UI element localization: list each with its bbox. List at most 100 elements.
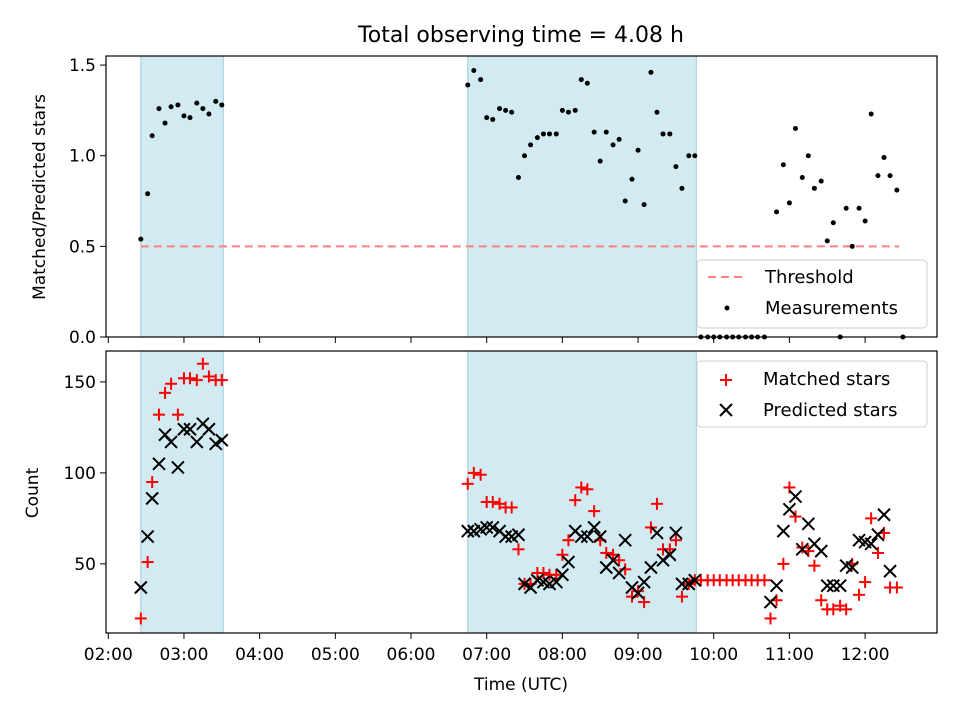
predicted-star-point	[682, 577, 696, 591]
measurement-point	[145, 191, 151, 197]
measurement-point	[616, 136, 622, 142]
measurement-point	[194, 100, 200, 106]
measurement-point	[591, 129, 597, 135]
measurement-point	[465, 82, 471, 88]
x-tick-label: 04:00	[235, 645, 284, 665]
x-tick-label: 06:00	[387, 645, 436, 665]
measurement-point	[692, 153, 698, 159]
matched-star-point	[152, 408, 165, 421]
measurement-point	[540, 131, 546, 137]
measurement-point	[149, 133, 155, 139]
measurement-point	[503, 107, 509, 113]
bottom-x-axis-ticks: 02:00 03:00 04:00 05:00 06:00 07:00 08:00 09:00…	[84, 633, 890, 665]
matched-star-point	[815, 594, 828, 607]
matched-star-point	[607, 548, 620, 561]
measurement-point	[818, 178, 824, 184]
observing-window-1	[140, 350, 224, 634]
measurement-point	[478, 77, 484, 83]
measurement-point	[856, 205, 862, 211]
measurement-point	[654, 109, 660, 115]
predicted-star-point	[637, 575, 651, 589]
measurement-point	[686, 153, 692, 159]
matched-star-point	[613, 554, 626, 567]
measurement-point	[515, 174, 521, 180]
matched-star-point	[808, 559, 821, 572]
y-tick-label: 50	[74, 555, 96, 575]
matched-star-point	[865, 512, 878, 525]
matched-star-point	[569, 494, 582, 507]
matched-star-point	[202, 370, 215, 383]
measurement-point	[200, 106, 206, 112]
matched-star-point	[141, 556, 154, 569]
legend-matched-label: Matched stars	[763, 369, 890, 390]
legend-matched-swatch	[720, 374, 732, 386]
observing-shading-bottom	[140, 350, 697, 634]
predicted-star-point	[145, 491, 159, 506]
x-axis-label: Time (UTC)	[473, 675, 568, 695]
predicted-star-point	[134, 580, 148, 595]
predicted-star-point	[814, 544, 828, 558]
matched-star-point	[171, 408, 184, 421]
measurement-points	[138, 68, 906, 340]
measurement-point	[547, 131, 553, 137]
predicted-star-point	[587, 520, 601, 535]
matched-star-point	[196, 357, 209, 370]
measurement-point	[213, 98, 219, 104]
predicted-star-point	[669, 526, 683, 540]
observing-window-1	[140, 55, 224, 338]
predicted-star-point	[801, 517, 816, 531]
legend-measurements-swatch	[724, 305, 730, 311]
count-points	[134, 357, 903, 625]
measurement-point	[786, 200, 792, 206]
predicted-star-point	[631, 586, 645, 600]
predicted-star-point	[164, 435, 178, 449]
measurement-point	[509, 109, 515, 115]
matched-star-point	[575, 481, 588, 494]
predicted-star-point	[479, 520, 494, 535]
predicted-star-point	[864, 537, 878, 551]
measurement-point	[805, 153, 811, 159]
predicted-star-point	[580, 529, 595, 544]
legend-predicted-label: Predicted stars	[763, 400, 897, 421]
observing-shading-top	[140, 55, 697, 338]
predicted-star-point	[555, 568, 570, 582]
measurement-point	[522, 153, 528, 159]
matched-star-point	[505, 501, 518, 514]
matched-star-point	[840, 603, 853, 616]
predicted-star-point	[788, 489, 803, 504]
matched-star-point	[675, 590, 688, 603]
predicted-star-point	[140, 529, 155, 544]
measurement-point	[774, 209, 780, 215]
y-tick-label: 1.0	[69, 147, 96, 167]
predicted-star-point	[663, 548, 677, 562]
matched-star-point	[556, 548, 569, 561]
matched-star-point	[758, 574, 771, 587]
predicted-star-point	[769, 578, 784, 593]
chart-title: Total observing time = 4.08 h	[357, 23, 684, 48]
measurement-point	[648, 69, 654, 75]
matched-star-point	[461, 477, 474, 490]
matched-star-point	[146, 475, 159, 488]
observing-window-2	[467, 55, 697, 338]
predicted-star-point	[883, 564, 897, 578]
top-panel: 0.0 0.5 1.0 1.5 Matched/Predicted stars Thr…	[30, 55, 938, 348]
matched-star-point	[827, 603, 840, 616]
measurement-point	[206, 111, 212, 117]
y-tick-label: 0.5	[69, 237, 96, 257]
predicted-star-point	[215, 433, 229, 447]
x-tick-label: 07:00	[462, 645, 511, 665]
measurement-point	[799, 174, 805, 180]
measurement-point	[811, 185, 817, 191]
measurement-point	[578, 77, 584, 83]
predicted-star-point	[209, 437, 223, 451]
matched-star-point	[834, 599, 847, 612]
matched-star-point	[562, 534, 575, 547]
measurement-point	[534, 135, 540, 141]
measurement-point	[471, 68, 477, 74]
x-tick-label: 05:00	[311, 645, 360, 665]
x-tick-label: 12:00	[841, 645, 890, 665]
measurement-point	[572, 107, 578, 113]
predicted-star-point	[593, 529, 607, 544]
